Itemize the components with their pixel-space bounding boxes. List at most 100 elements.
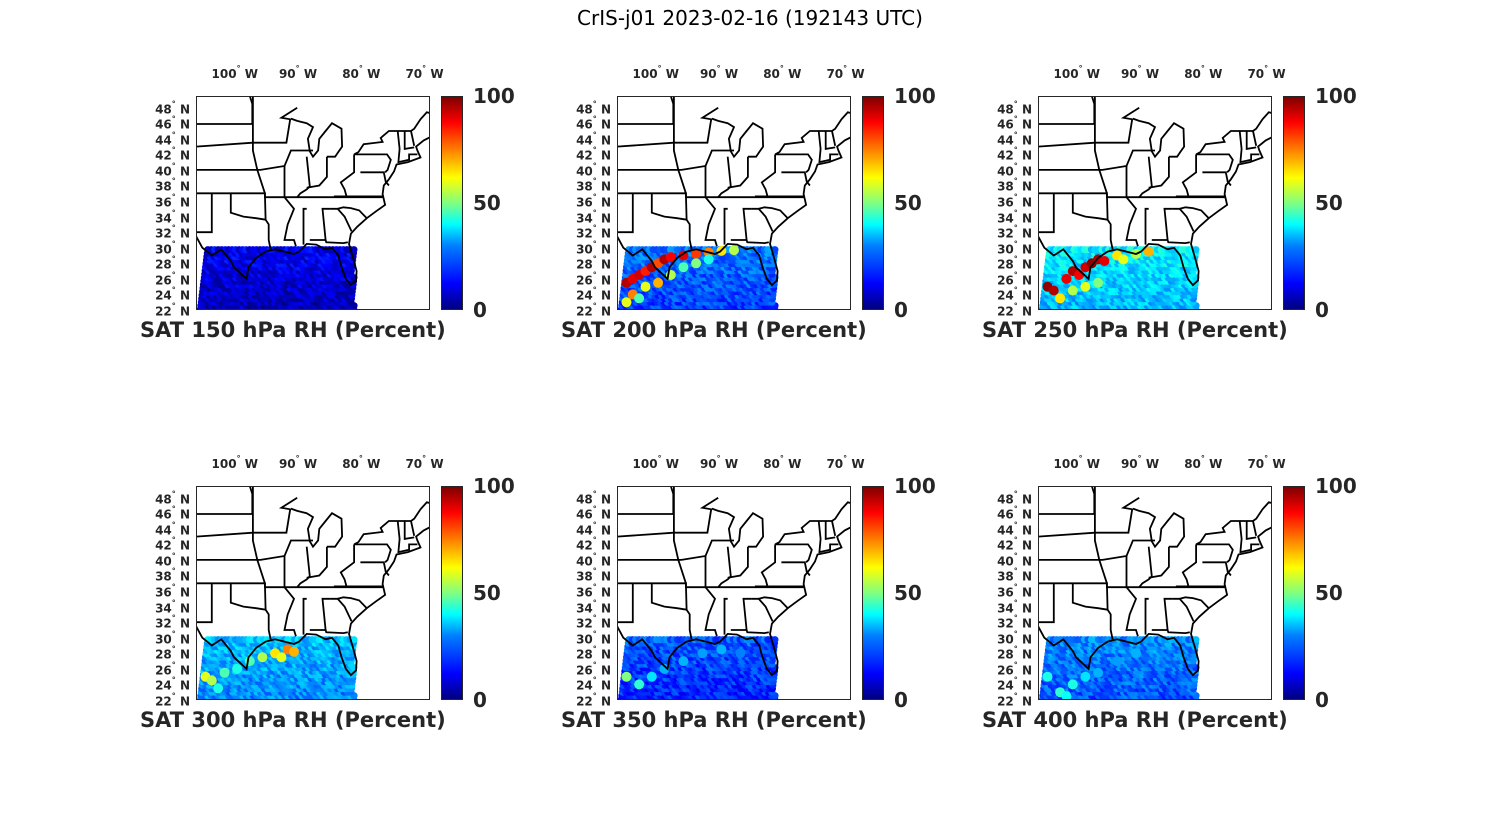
boundary-line [817, 520, 839, 554]
lat-tick-label: 24° N [155, 675, 190, 693]
boundary-line [717, 156, 732, 198]
rh-swath [617, 636, 779, 700]
boundary-line [1172, 206, 1210, 219]
boundary-line [831, 520, 837, 536]
data-point [206, 675, 217, 686]
lon-tick-label: 70° W [826, 454, 865, 471]
lat-tick-label: 38° N [997, 176, 1032, 194]
data-point [1080, 281, 1091, 292]
lat-tick-label: 22° N [576, 691, 611, 709]
lat-tick-label: 48° N [997, 99, 1032, 117]
lat-tick-label: 32° N [155, 223, 190, 241]
lat-tick-label: 48° N [576, 489, 611, 507]
lat-tick-label: 28° N [155, 254, 190, 272]
lat-tick-label: 38° N [155, 176, 190, 194]
data-point [634, 679, 645, 690]
lon-tick-label: 100° W [211, 454, 259, 471]
boundary-line [410, 130, 416, 146]
boundary-line [1038, 136, 1272, 287]
boundary-line [196, 486, 254, 515]
boundary-line [1179, 208, 1195, 232]
lat-tick-label: 42° N [155, 145, 190, 163]
boundary-line [396, 520, 418, 554]
lat-tick-label: 24° N [576, 675, 611, 693]
lat-tick-label: 48° N [155, 99, 190, 117]
data-point [244, 656, 255, 667]
boundary-line [742, 597, 752, 631]
lat-tick-label: 48° N [576, 99, 611, 117]
lat-tick-label: 46° N [576, 114, 611, 132]
state-boundaries [1038, 96, 1272, 287]
lon-tick-label: 70° W [826, 64, 865, 81]
boundary-line [742, 207, 752, 241]
lat-tick-label: 34° N [997, 208, 1032, 226]
lat-tick-label: 32° N [155, 613, 190, 631]
lon-tick-label: 90° W [699, 454, 739, 471]
boundary-line [824, 521, 836, 540]
boundary-line [396, 130, 418, 164]
boundary-line [306, 546, 328, 579]
lat-tick-label: 44° N [576, 130, 611, 148]
lat-tick-label: 36° N [576, 582, 611, 600]
boundary-line [309, 629, 348, 635]
data-point [213, 683, 224, 694]
boundary-line [360, 171, 390, 187]
boundary-line [302, 597, 307, 635]
lon-tick-label: 70° W [405, 64, 444, 81]
boundary-line [617, 526, 851, 677]
rh-swath [196, 246, 358, 310]
map-panel: 100° W 90° W 80° W 70° W 48° N 46° N 44° N 42° … [982, 64, 1357, 342]
boundary-line [617, 486, 675, 515]
lat-tick-label: 24° N [997, 285, 1032, 303]
boundary-line [1125, 166, 1139, 247]
boundary-line [1181, 154, 1198, 197]
boundary-line [339, 154, 356, 197]
map-plot [617, 486, 851, 700]
boundary-line [730, 239, 769, 245]
lat-tick-label: 30° N [576, 239, 611, 257]
panel-title: SAT 150 hPa RH (Percent) [140, 318, 446, 342]
boundary-line [774, 111, 851, 156]
lat-tick-label: 22° N [576, 301, 611, 319]
lon-tick-label: 100° W [1053, 64, 1101, 81]
lat-tick-label: 38° N [576, 176, 611, 194]
boundary-line [296, 546, 311, 588]
boundary-line [353, 111, 430, 156]
boundary-line [1038, 106, 1140, 148]
lat-tick-label: 26° N [155, 660, 190, 678]
data-point [678, 262, 689, 273]
boundary-line [360, 561, 390, 577]
boundary-line [321, 597, 331, 631]
boundary-line [283, 166, 297, 247]
lat-tick-label: 40° N [576, 161, 611, 179]
boundary-line [617, 496, 719, 538]
lon-tick-label: 90° W [278, 64, 318, 81]
data-point [1067, 285, 1078, 296]
lat-tick-label: 30° N [576, 629, 611, 647]
boundary-line [337, 598, 353, 622]
data-point [257, 652, 268, 663]
lat-tick-label: 42° N [155, 535, 190, 553]
boundary-line [617, 136, 851, 287]
boundary-line [824, 131, 836, 150]
lat-tick-label: 46° N [155, 504, 190, 522]
lat-tick-label: 42° N [997, 145, 1032, 163]
colorbar-tick-label: 50 [894, 191, 922, 215]
boundary-line [781, 171, 811, 187]
boundary-line [196, 193, 213, 234]
lat-tick-label: 28° N [155, 644, 190, 662]
boundary-line [1245, 131, 1257, 150]
boundary-line [730, 629, 769, 635]
colorbar [862, 486, 884, 700]
colorbar [1283, 96, 1305, 310]
lat-tick-label: 22° N [155, 691, 190, 709]
state-boundaries [196, 96, 430, 287]
data-point [634, 293, 645, 304]
axes-frame [1038, 96, 1272, 310]
data-point [678, 656, 689, 667]
boundary-line [673, 486, 693, 640]
boundary-line [1094, 96, 1114, 250]
boundary-line [711, 507, 765, 549]
boundary-line [704, 166, 718, 247]
lat-tick-label: 36° N [997, 192, 1032, 210]
